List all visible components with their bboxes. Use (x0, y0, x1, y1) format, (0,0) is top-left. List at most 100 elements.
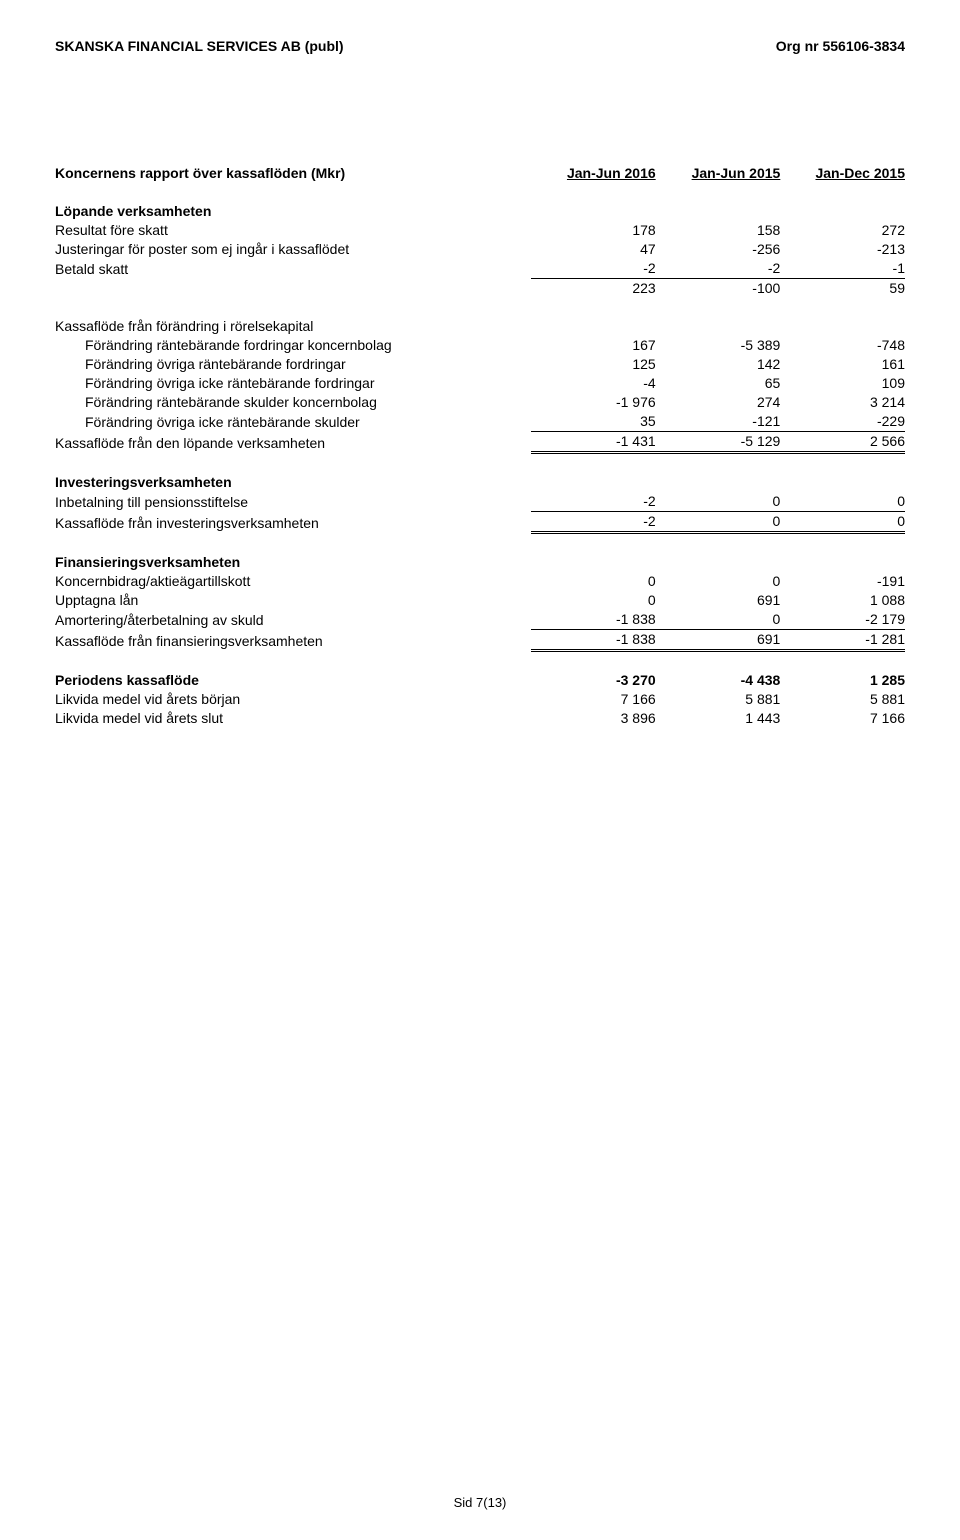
table-row: Förändring övriga räntebärande fordringa… (55, 355, 905, 374)
cell: -4 438 (656, 671, 781, 690)
cell: -191 (780, 572, 905, 591)
cell: 0 (656, 572, 781, 591)
spacer (55, 533, 905, 554)
cell: 59 (780, 279, 905, 299)
cell: 0 (656, 512, 781, 533)
page-footer: Sid 7(13) (0, 1495, 960, 1510)
section-label: Kassaflöde från förändring i rörelsekapi… (55, 317, 531, 336)
row-label: Förändring övriga icke räntebärande skul… (55, 412, 531, 432)
row-label: Förändring räntebärande fordringar konce… (55, 336, 531, 355)
table-row: Förändring övriga icke räntebärande skul… (55, 412, 905, 432)
section-label: Finansieringsverksamheten (55, 553, 531, 572)
row-label: Förändring övriga icke räntebärande ford… (55, 374, 531, 393)
company-name: SKANSKA FINANCIAL SERVICES AB (publ) (55, 38, 344, 54)
cell: 0 (656, 610, 781, 630)
section-header-operating: Löpande verksamheten (55, 202, 905, 221)
table-row: Upptagna lån 0 691 1 088 (55, 591, 905, 610)
period-cashflow-row: Periodens kassaflöde -3 270 -4 438 1 285 (55, 671, 905, 690)
cell: -2 (531, 492, 656, 512)
cell: -100 (656, 279, 781, 299)
row-label: Kassaflöde från den löpande verksamheten (55, 432, 531, 453)
cell: 3 896 (531, 709, 656, 728)
table-row: Inbetalning till pensionsstiftelse -2 0 … (55, 492, 905, 512)
cell: 0 (780, 492, 905, 512)
section-label: Löpande verksamheten (55, 202, 531, 221)
row-label: Periodens kassaflöde (55, 671, 531, 690)
cell: 5 881 (780, 690, 905, 709)
section-total-row: Kassaflöde från den löpande verksamheten… (55, 432, 905, 453)
cell: -3 270 (531, 671, 656, 690)
section-label: Investeringsverksamheten (55, 473, 531, 492)
table-row: Amortering/återbetalning av skuld -1 838… (55, 610, 905, 630)
row-label: Justeringar för poster som ej ingår i ka… (55, 240, 531, 259)
spacer (55, 298, 905, 317)
cell: -5 389 (656, 336, 781, 355)
row-label: Resultat före skatt (55, 221, 531, 240)
cell: 0 (531, 572, 656, 591)
table-row: Koncernbidrag/aktieägartillskott 0 0 -19… (55, 572, 905, 591)
cell: 65 (656, 374, 781, 393)
row-label: Förändring övriga räntebärande fordringa… (55, 355, 531, 374)
col-header-2: Jan-Jun 2015 (656, 164, 781, 183)
table-row: Resultat före skatt 178 158 272 (55, 221, 905, 240)
cell: 47 (531, 240, 656, 259)
section-header-investing: Investeringsverksamheten (55, 473, 905, 492)
cell: -1 838 (531, 610, 656, 630)
table-title: Koncernens rapport över kassaflöden (Mkr… (55, 164, 531, 183)
cell: -121 (656, 412, 781, 432)
cell: -2 (656, 259, 781, 279)
row-label (55, 279, 531, 299)
page-header: SKANSKA FINANCIAL SERVICES AB (publ) Org… (55, 38, 905, 54)
section-total-row: Kassaflöde från finansieringsverksamhete… (55, 630, 905, 651)
cell: -2 (531, 512, 656, 533)
org-number: Org nr 556106-3834 (776, 38, 905, 54)
table-row: Justeringar för poster som ej ingår i ka… (55, 240, 905, 259)
cell: -1 838 (531, 630, 656, 651)
cell: 0 (656, 492, 781, 512)
cell: -2 179 (780, 610, 905, 630)
cell: -1 281 (780, 630, 905, 651)
cell: -4 (531, 374, 656, 393)
table-row: Likvida medel vid årets slut 3 896 1 443… (55, 709, 905, 728)
row-label: Inbetalning till pensionsstiftelse (55, 492, 531, 512)
cell: 1 285 (780, 671, 905, 690)
cell: 1 088 (780, 591, 905, 610)
cell: 142 (656, 355, 781, 374)
cell: -1 (780, 259, 905, 279)
table-row: Betald skatt -2 -2 -1 (55, 259, 905, 279)
spacer (55, 183, 905, 202)
spacer (55, 651, 905, 672)
cell: -229 (780, 412, 905, 432)
table-row: Förändring övriga icke räntebärande ford… (55, 374, 905, 393)
cell: 3 214 (780, 393, 905, 412)
cell: 1 443 (656, 709, 781, 728)
row-label: Likvida medel vid årets slut (55, 709, 531, 728)
cell: 109 (780, 374, 905, 393)
cell: -2 (531, 259, 656, 279)
row-label: Kassaflöde från investeringsverksamheten (55, 512, 531, 533)
table-row: Likvida medel vid årets början 7 166 5 8… (55, 690, 905, 709)
cell: -1 431 (531, 432, 656, 453)
cashflow-table: Koncernens rapport över kassaflöden (Mkr… (55, 164, 905, 728)
col-header-1: Jan-Jun 2016 (531, 164, 656, 183)
cell: 161 (780, 355, 905, 374)
cell: 0 (780, 512, 905, 533)
cell: 691 (656, 591, 781, 610)
cell: -1 976 (531, 393, 656, 412)
cell: -256 (656, 240, 781, 259)
cell: 272 (780, 221, 905, 240)
cell: 158 (656, 221, 781, 240)
page: SKANSKA FINANCIAL SERVICES AB (publ) Org… (0, 0, 960, 1540)
cell: -213 (780, 240, 905, 259)
section-header-financing: Finansieringsverksamheten (55, 553, 905, 572)
row-label: Förändring räntebärande skulder koncernb… (55, 393, 531, 412)
table-row: Förändring räntebärande skulder koncernb… (55, 393, 905, 412)
cell: 178 (531, 221, 656, 240)
cell: 7 166 (780, 709, 905, 728)
cell: 2 566 (780, 432, 905, 453)
subtotal-row: 223 -100 59 (55, 279, 905, 299)
col-header-3: Jan-Dec 2015 (780, 164, 905, 183)
row-label: Likvida medel vid årets början (55, 690, 531, 709)
cell: 7 166 (531, 690, 656, 709)
cell: 5 881 (656, 690, 781, 709)
